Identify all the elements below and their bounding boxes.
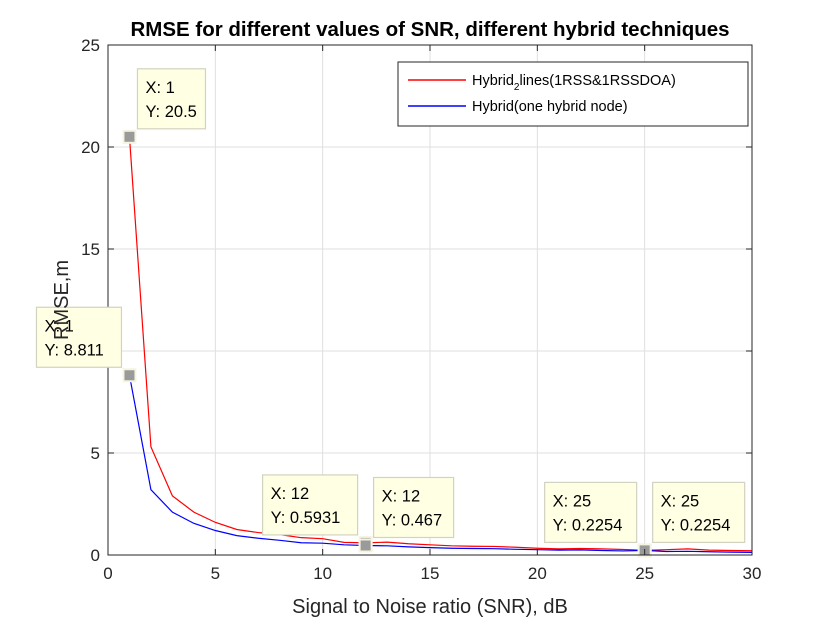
- chart-title: RMSE for different values of SNR, differ…: [130, 18, 729, 41]
- chart-text: RMSE for different values of SNR, differ…: [51, 18, 730, 618]
- legend-entry-2: Hybrid(one hybrid node): [472, 99, 628, 115]
- x-tick-label: 0: [103, 564, 112, 583]
- legend[interactable]: Hybrid2lines(1RSS&1RSSDOA) Hybrid(one hyb…: [397, 61, 749, 127]
- y-tick-label: 0: [91, 546, 100, 565]
- datatip-box-2: [35, 306, 123, 368]
- datatip-x-label: X: 25: [661, 492, 700, 510]
- legend-entry-1: Hybrid2lines(1RSS&1RSSDOA): [472, 73, 676, 93]
- datatip-box-1: [136, 68, 207, 130]
- datatip-marker-2: [122, 368, 137, 383]
- grid: [108, 45, 752, 555]
- datatip-box-6: [652, 481, 746, 544]
- datatip-y-label: Y: 0.467: [382, 511, 443, 529]
- legend-entry-rest: lines(1RSS&1RSSDOA): [519, 73, 675, 89]
- legend-entry-main: Hybrid(one hybrid node): [472, 99, 628, 115]
- datatip-marker-4: [358, 538, 373, 553]
- x-tick-label: 5: [211, 564, 220, 583]
- x-tick-label: 30: [743, 564, 762, 583]
- datatip-x-label: X: 1: [44, 317, 73, 335]
- legend-entry-main: Hybrid: [472, 73, 514, 89]
- y-tick-label: 25: [81, 36, 100, 55]
- datatip-box-3: [262, 474, 359, 536]
- x-axis-label: Signal to Noise ratio (SNR), dB: [292, 596, 568, 618]
- datatip-box-5: [544, 481, 638, 544]
- y-tick-label: 5: [91, 444, 100, 463]
- datatip-y-label: Y: 0.2254: [553, 516, 623, 534]
- datatip-x-label: X: 1: [145, 79, 174, 97]
- y-tick-label: 20: [81, 138, 100, 157]
- datatip-x-label: X: 12: [271, 485, 310, 503]
- datatip-y-label: Y: 0.5931: [271, 509, 341, 527]
- y-axis-label: RMSE,m: [51, 260, 73, 340]
- datatips: X: 1 Y: 20.5 X: 1 Y: 8.811 X: 12 Y: 0.5931 X: …: [35, 68, 746, 544]
- y-tick-label: 15: [81, 240, 100, 259]
- datatip-x-label: X: 12: [382, 487, 421, 505]
- datatip-marker-1: [122, 129, 137, 144]
- datatip-y-label: Y: 8.811: [44, 341, 103, 359]
- legend-entry-sub: 2: [514, 82, 520, 93]
- x-tick-label: 25: [635, 564, 654, 583]
- datatip-y-label: Y: 0.2254: [661, 516, 731, 534]
- legend-box: [397, 61, 749, 127]
- datatip-y-label: Y: 20.5: [145, 103, 196, 121]
- datatip-x-label: X: 25: [553, 492, 592, 510]
- x-tick-label: 10: [313, 564, 332, 583]
- x-tick-label: 15: [421, 564, 440, 583]
- x-tick-label: 20: [528, 564, 547, 583]
- datatip-box-4: [373, 476, 455, 539]
